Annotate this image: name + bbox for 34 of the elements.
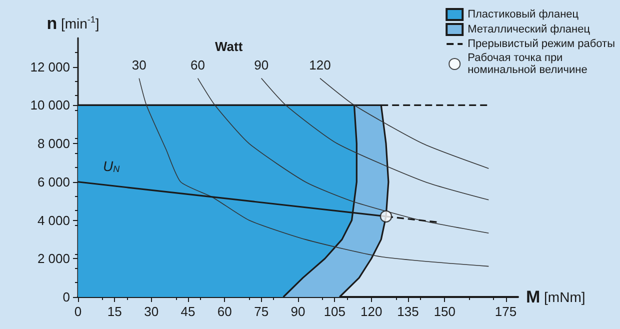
- x-tick-label: 15: [107, 304, 122, 319]
- y-tick-label: 6 000: [37, 174, 70, 190]
- x-tick-label: 150: [434, 304, 456, 319]
- x-tick-label: 120: [360, 304, 382, 319]
- line-series: [138, 78, 490, 267]
- x-tick-label: 90: [290, 304, 306, 319]
- y-tick-label: 0: [62, 290, 70, 304]
- y-tick-label: 8 000: [37, 136, 70, 152]
- x-tick-label: 45: [180, 304, 196, 319]
- series-label: 90: [254, 57, 269, 72]
- line-series: [197, 78, 490, 234]
- legend-label: Прерывистый режим работы: [468, 38, 616, 50]
- legend-label: Рабочая точка при номинальной величине: [468, 52, 588, 76]
- x-tick-label: 30: [144, 304, 159, 319]
- x-tick-label: 175: [494, 304, 517, 319]
- x-tick-label: 75: [254, 304, 269, 319]
- series-label: 30: [132, 57, 146, 72]
- x-tick-label: 60: [217, 304, 232, 319]
- line-series: [260, 78, 490, 200]
- y-tick-label: 4 000: [37, 212, 70, 228]
- annotation: Watt: [215, 39, 244, 54]
- legend-label: Пластиковый фланец: [468, 8, 580, 20]
- legend-label: Металлический фланец: [468, 24, 591, 36]
- legend-label: UN: [103, 158, 120, 174]
- x-axis-title: M [mNm]: [526, 288, 586, 306]
- y-tick-label: 12 000: [30, 59, 70, 74]
- series-label: 60: [190, 57, 206, 72]
- y-tick-label: 10 000: [30, 98, 70, 113]
- x-tick-label: 105: [324, 304, 346, 319]
- series-label: 120: [309, 57, 331, 72]
- x-tick-label: 0: [74, 304, 82, 319]
- line-series: [320, 78, 490, 169]
- y-tick-label: 2 000: [37, 251, 70, 266]
- x-tick-label: 135: [397, 304, 419, 319]
